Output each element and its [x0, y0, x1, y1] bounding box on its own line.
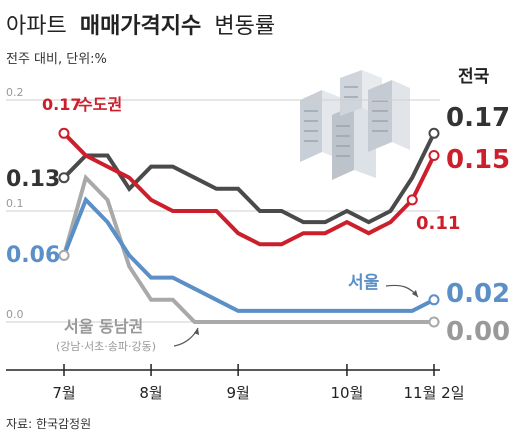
series-lines [62, 131, 436, 324]
series-markers: 0.13 0.17 0.06 0.17 0.15 0.11 0.02 0.00 [6, 95, 510, 347]
source-text: 자료: 한국감정원 [6, 417, 91, 431]
series-line-capital [62, 131, 436, 247]
annotated-marker-capital [406, 194, 418, 206]
start-marker-gangnam [58, 249, 70, 261]
start-marker-capital [58, 127, 70, 139]
start-label-seoul: 0.06 [6, 243, 60, 268]
chart-title: 아파트 매매가격지수 변동률 [6, 14, 275, 39]
series-label-national: 전국 [458, 67, 490, 87]
gangnam-arrow-head [194, 328, 199, 335]
end-label-national: 0.17 [446, 103, 510, 133]
start-marker-national [58, 172, 70, 184]
y-tick-label: 0.1 [6, 197, 24, 210]
end-label-seoul: 0.02 [446, 279, 510, 309]
x-tick-label: 11월 2일 [404, 384, 465, 402]
end-marker-national [428, 127, 440, 139]
series-line-seoul [62, 196, 435, 313]
start-label-national: 0.13 [6, 167, 60, 192]
series-line-national [62, 132, 436, 225]
annotation-label-capital: 0.11 [416, 213, 460, 234]
y-tick-label: 0.2 [6, 86, 24, 99]
series-line-gangnam [62, 173, 434, 324]
series-label-gangnam: 서울 동남권 [64, 317, 143, 336]
x-tick-label: 7월 [52, 384, 75, 402]
start-label-capital: 0.17 [42, 95, 81, 114]
end-marker-seoul [428, 294, 440, 306]
series-label-capital: 수도권 [78, 95, 122, 114]
x-tick-label: 10월 [330, 384, 363, 402]
seoul-arrow-head [412, 290, 418, 297]
end-marker-capital [428, 150, 440, 161]
end-label-gangnam: 0.00 [446, 317, 510, 347]
x-axis: 7월 8월 9월 10월 11월 2일 [6, 364, 465, 402]
end-label-capital: 0.15 [446, 145, 510, 175]
x-tick-label: 8월 [139, 384, 162, 402]
series-sublabel-gangnam: (강남·서초·송파·강동) [56, 340, 156, 353]
chart-subtitle: 전주 대비, 단위:% [6, 52, 107, 67]
end-marker-gangnam [428, 316, 440, 328]
x-tick-label: 9월 [226, 384, 249, 402]
y-tick-label: 0.0 [6, 308, 24, 321]
series-label-seoul: 서울 [348, 273, 380, 293]
apartment-buildings-icon [300, 70, 410, 180]
